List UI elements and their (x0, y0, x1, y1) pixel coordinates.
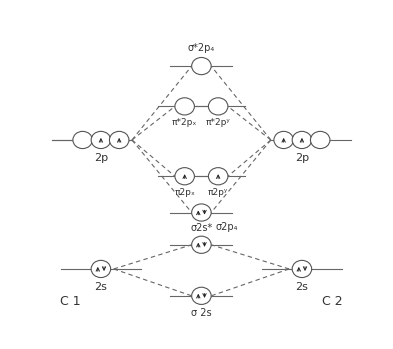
Circle shape (192, 287, 211, 304)
Circle shape (292, 131, 312, 149)
Text: 2p: 2p (295, 153, 309, 163)
Circle shape (175, 168, 195, 185)
Circle shape (91, 260, 111, 277)
Circle shape (274, 131, 294, 149)
Circle shape (208, 168, 228, 185)
Text: σ 2s: σ 2s (191, 308, 212, 318)
Circle shape (310, 131, 330, 149)
Text: π2pʸ: π2pʸ (208, 188, 228, 197)
Circle shape (73, 131, 92, 149)
Text: σ2p₄: σ2p₄ (216, 222, 238, 232)
Text: π*2pₓ: π*2pₓ (172, 118, 197, 127)
Circle shape (175, 98, 195, 115)
Circle shape (192, 236, 211, 253)
Text: σ2s*: σ2s* (190, 223, 213, 233)
Text: 2p: 2p (94, 153, 108, 163)
Circle shape (91, 131, 111, 149)
Circle shape (192, 58, 211, 75)
Text: C 1: C 1 (60, 295, 81, 308)
Text: 2s: 2s (94, 282, 107, 291)
Text: π*2pʸ: π*2pʸ (206, 118, 231, 127)
Text: C 2: C 2 (322, 295, 343, 308)
Circle shape (292, 260, 312, 277)
Circle shape (208, 98, 228, 115)
Circle shape (192, 204, 211, 221)
Text: σ*2p₄: σ*2p₄ (188, 43, 215, 53)
Circle shape (109, 131, 129, 149)
Text: π2pₓ: π2pₓ (174, 188, 195, 197)
Text: 2s: 2s (296, 282, 309, 291)
